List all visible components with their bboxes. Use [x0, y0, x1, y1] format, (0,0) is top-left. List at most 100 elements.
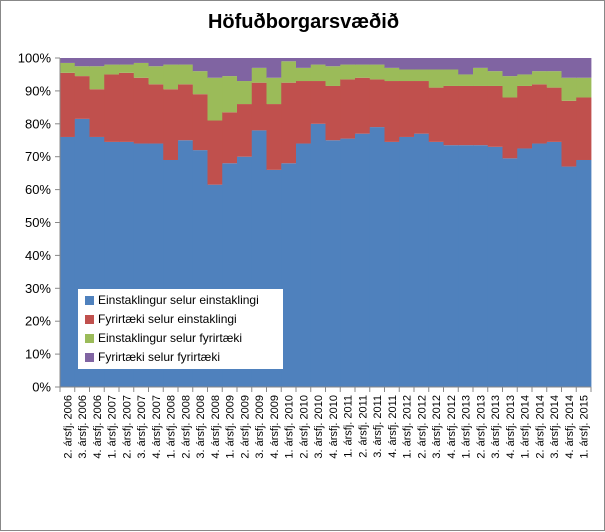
bar-segment-3	[473, 67, 489, 86]
bar-segment-3	[281, 61, 297, 83]
x-tick-label: 3. ársfj. 2014	[549, 395, 561, 459]
x-tick-label: 1. ársfj. 2013	[461, 395, 473, 459]
legend-label: Fyrirtæki selur fyrirtæki	[98, 350, 220, 364]
y-tick-label: 10%	[25, 347, 51, 362]
bar-segment-2	[517, 85, 533, 149]
y-tick-label: 70%	[25, 149, 51, 164]
bar-segment-2	[546, 87, 562, 142]
bar-segment-1	[414, 133, 430, 387]
bar-segment-3	[532, 71, 548, 85]
bar-segment-3	[369, 64, 385, 80]
x-tick-label: 1. ársfj. 2014	[520, 395, 532, 459]
y-tick-label: 0%	[32, 380, 51, 395]
bar-segment-3	[74, 66, 90, 77]
bar-segment-4	[428, 58, 444, 70]
bar-segment-4	[119, 58, 135, 65]
bar-segment-2	[458, 85, 474, 146]
bar-segment-2	[325, 85, 341, 141]
x-tick-label: 1. ársfj. 2011	[343, 395, 355, 458]
bar-segment-2	[207, 120, 223, 185]
bar-segment-3	[178, 64, 194, 85]
bar-segment-4	[502, 58, 518, 77]
bar-segment-2	[428, 87, 444, 142]
bar-segment-1	[443, 145, 459, 387]
legend-label: Fyrirtæki selur einstaklingi	[98, 312, 237, 326]
bar-segment-2	[148, 84, 164, 144]
y-tick-label: 60%	[25, 182, 51, 197]
bar-segment-3	[428, 69, 444, 88]
bar-segment-2	[237, 104, 253, 157]
x-tick-label: 4. ársfj. 2006	[92, 395, 104, 459]
bar-segment-3	[517, 74, 533, 86]
chart-title: Höfuðborgarsvæðið	[207, 11, 400, 33]
bar-segment-1	[340, 138, 356, 387]
bar-segment-4	[266, 58, 282, 78]
bar-segment-1	[296, 143, 312, 387]
x-tick-label: 1. ársfj. 2015	[579, 395, 591, 459]
bar-segment-3	[576, 77, 592, 98]
bar-segment-2	[266, 104, 282, 170]
bar-segment-2	[399, 81, 415, 137]
bar-segment-4	[355, 58, 371, 65]
bar-segment-1	[546, 141, 562, 387]
x-tick-label: 3. ársfj. 2012	[431, 395, 443, 459]
x-tick-label: 1. ársfj. 2009	[225, 395, 237, 459]
bar-segment-2	[178, 84, 194, 141]
bar-segment-1	[576, 159, 592, 387]
bar-segment-3	[163, 64, 179, 90]
bar-segment-3	[399, 69, 415, 82]
bar-segment-1	[60, 136, 76, 387]
bar-segment-4	[222, 58, 238, 77]
legend-swatch	[85, 315, 94, 324]
bar-segment-4	[192, 58, 208, 72]
x-tick-label: 3. ársfj. 2011	[372, 395, 384, 458]
x-tick-label: 2. ársfj. 2010	[298, 395, 310, 459]
bar-segment-2	[487, 85, 503, 147]
x-tick-label: 3. ársfj. 2013	[490, 395, 502, 459]
bar-segment-3	[251, 67, 267, 83]
bar-segment-1	[502, 158, 518, 387]
bar-segment-2	[163, 89, 179, 160]
legend-swatch	[85, 353, 94, 362]
legend-item: Fyrirtæki selur einstaklingi	[85, 310, 237, 328]
bar-segment-4	[384, 58, 400, 68]
bar-segment-2	[119, 72, 135, 142]
bar-segment-4	[414, 58, 430, 70]
bar-segment-2	[532, 84, 548, 144]
bar-segment-2	[576, 97, 592, 160]
bar-segment-3	[222, 76, 238, 113]
bar-segment-3	[458, 74, 474, 86]
bar-segment-2	[296, 81, 312, 144]
x-tick-label: 3. ársfj. 2009	[254, 395, 266, 459]
bar-segment-4	[178, 58, 194, 65]
x-tick-label: 4. ársfj. 2014	[564, 395, 576, 459]
bar-segment-4	[340, 58, 356, 65]
bar-segment-1	[561, 166, 577, 387]
bar-segment-2	[384, 81, 400, 142]
bar-segment-4	[251, 58, 267, 68]
bar-segment-3	[340, 64, 356, 80]
x-tick-label: 1. ársfj. 2012	[402, 395, 414, 459]
y-tick-label: 20%	[25, 314, 51, 329]
x-tick-label: 4. ársfj. 2009	[269, 395, 281, 459]
x-tick-label: 4. ársfj. 2010	[328, 395, 340, 459]
x-tick-label: 2. ársfj. 2008	[180, 395, 192, 459]
bar-segment-4	[281, 58, 297, 62]
bar-segment-4	[310, 58, 326, 65]
bar-segment-4	[546, 58, 562, 72]
bar-segment-4	[443, 58, 459, 70]
bar-segment-2	[281, 82, 297, 164]
bar-segment-3	[487, 71, 503, 86]
bar-segment-3	[546, 71, 562, 88]
chart-legend: Einstaklingur selur einstaklingi Fyrirtæk…	[78, 289, 283, 369]
bar-segment-1	[355, 133, 371, 387]
bar-segment-3	[148, 66, 164, 85]
bar-segment-1	[399, 136, 415, 387]
bar-segment-3	[325, 66, 341, 86]
legend-item: Einstaklingur selur fyrirtæki	[85, 329, 242, 347]
legend-item: Einstaklingur selur einstaklingi	[85, 291, 259, 309]
bar-segment-2	[222, 112, 238, 164]
x-tick-label: 3. ársfj. 2010	[313, 395, 325, 459]
bar-segment-3	[310, 64, 326, 82]
